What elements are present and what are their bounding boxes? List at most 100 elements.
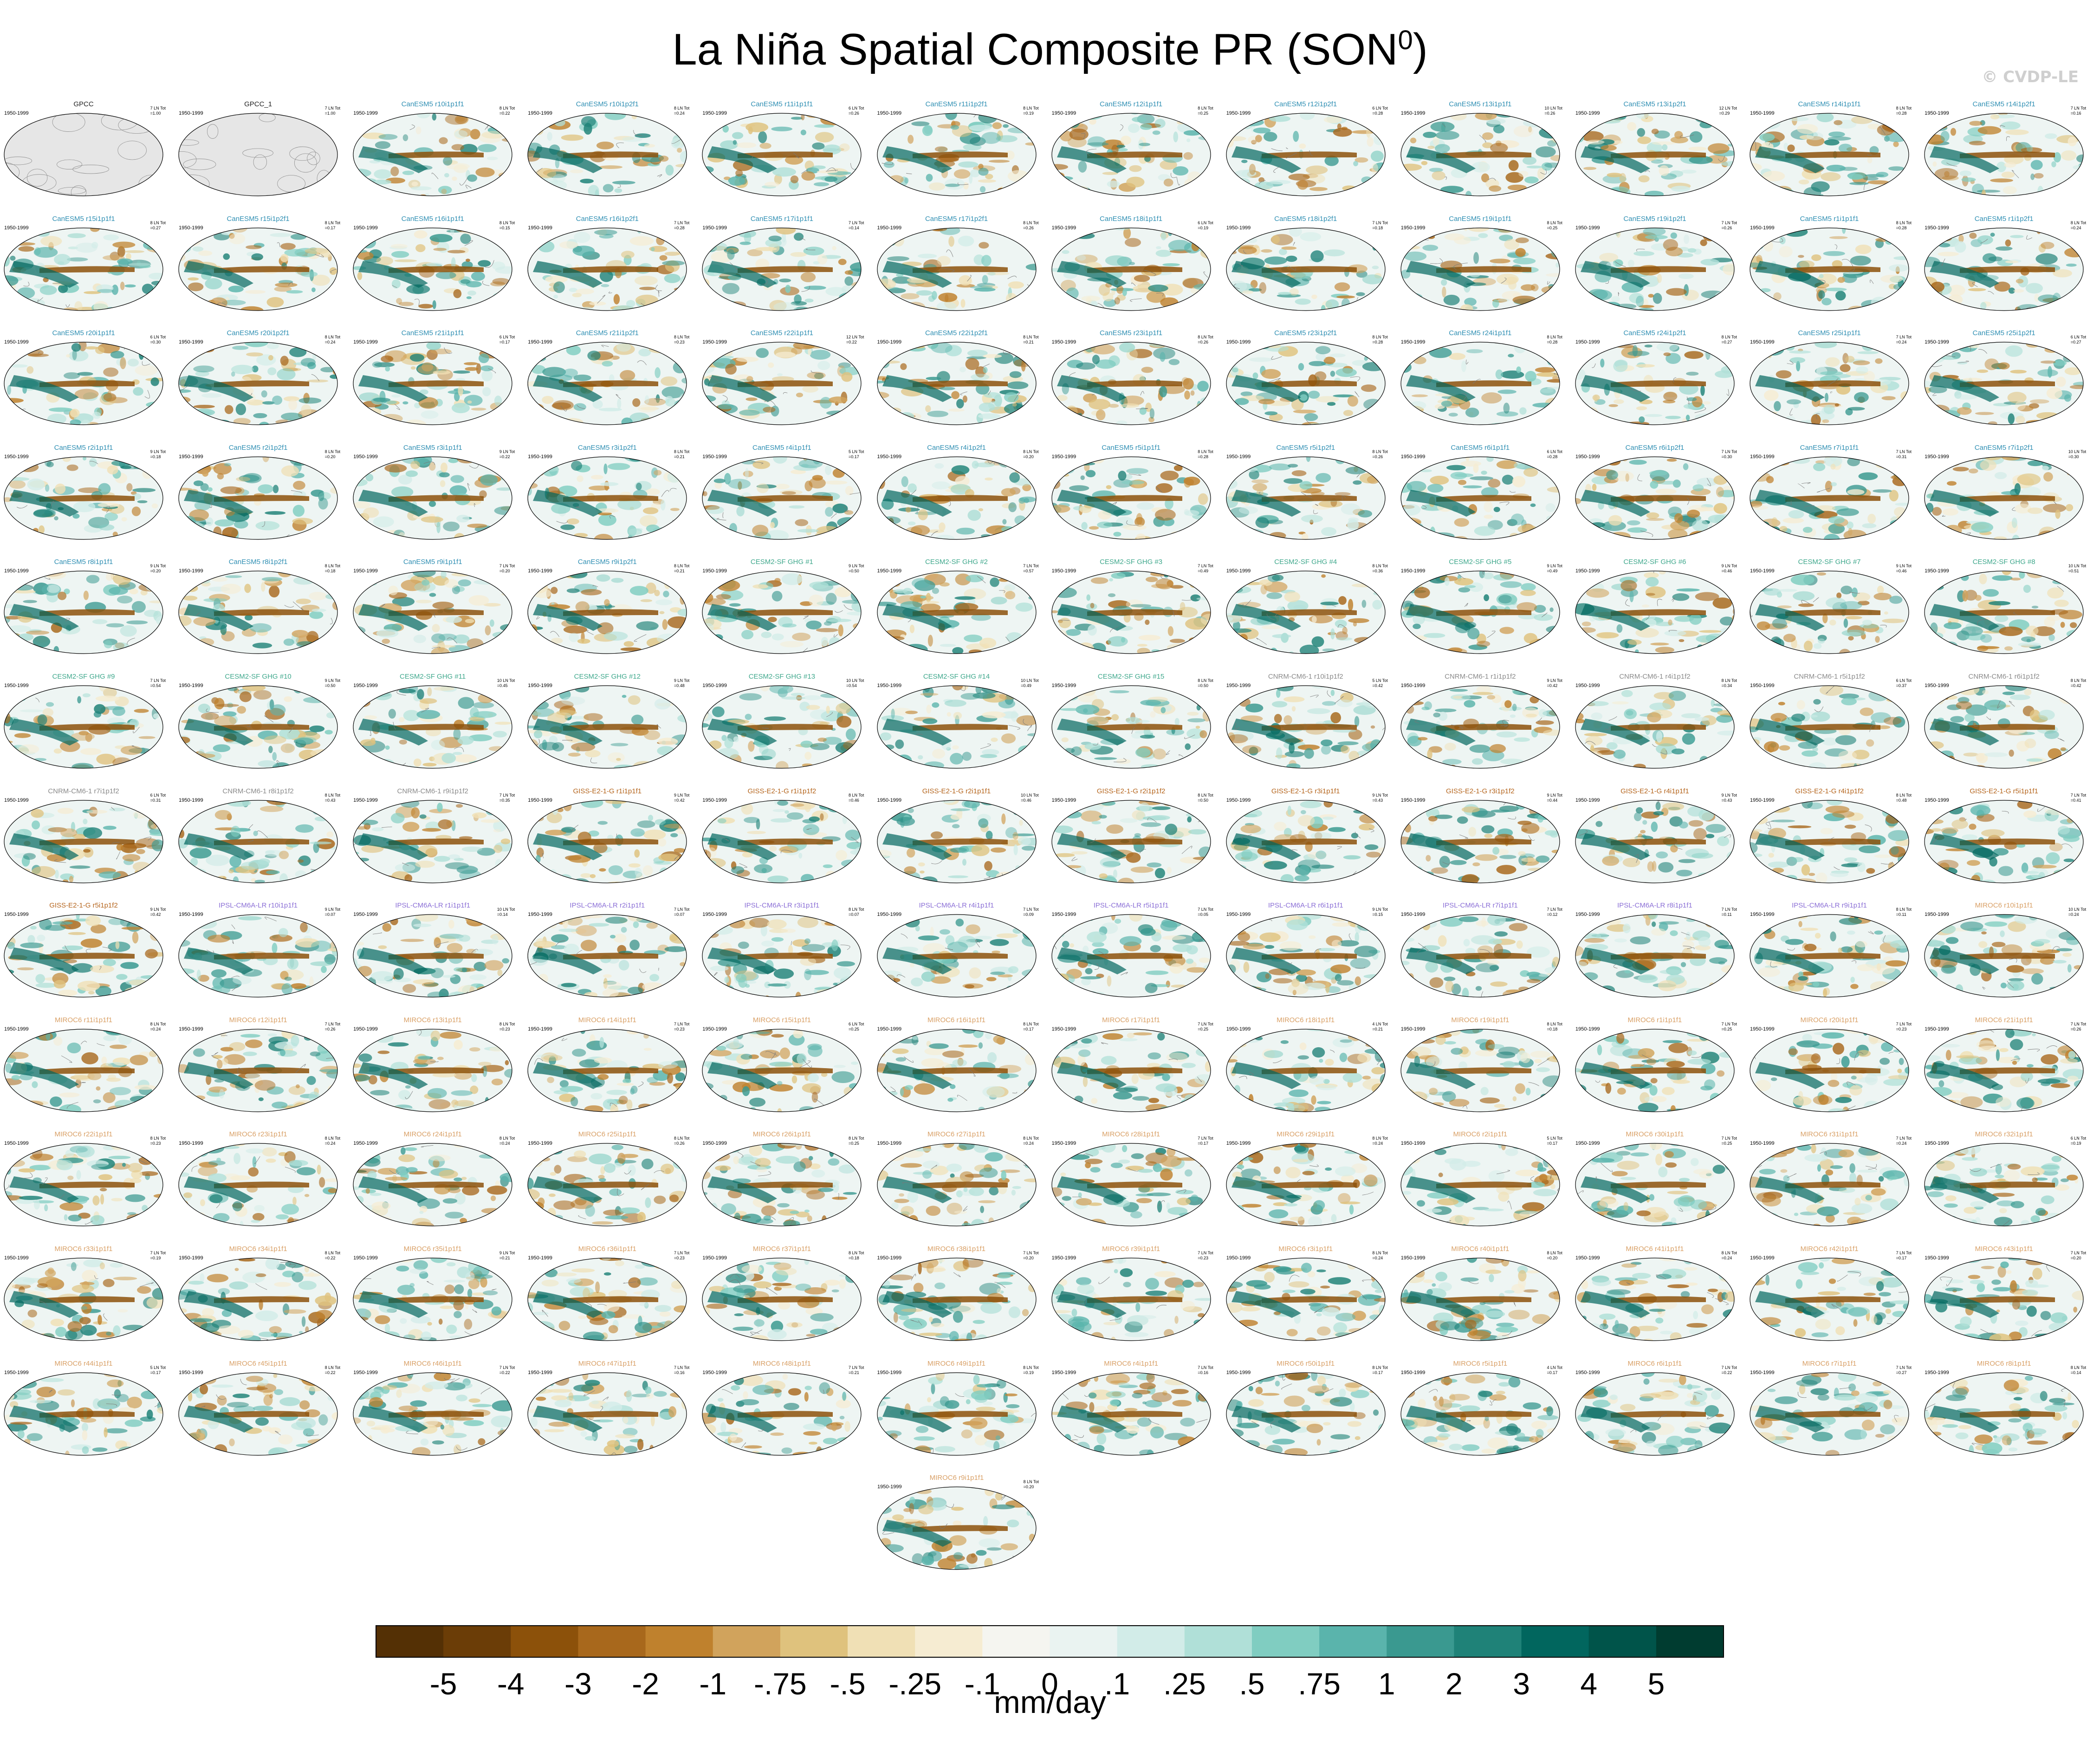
map-panel: CanESM5 r2i1p2f1 1950-1999 8 LN Tot =0.20: [178, 444, 340, 542]
panel-period: 1950-1999: [1400, 912, 1426, 918]
composite-map: [353, 914, 512, 998]
panel-period: 1950-1999: [179, 683, 203, 688]
panel-stat: 9 LN Tot =0.18: [150, 449, 166, 459]
panel-stat: 8 LN Tot =0.24: [150, 1021, 166, 1031]
panel-period: 1950-1999: [1925, 225, 1949, 231]
panel-period: 1950-1999: [702, 1026, 727, 1032]
panel-stat: 7 LN Tot =0.24: [1896, 1136, 1912, 1146]
composite-map: [1750, 799, 1909, 883]
panel-stat: 8 LN Tot =0.50: [1198, 792, 1213, 803]
panel-period: 1950-1999: [1575, 1026, 1600, 1032]
panel-stat: 8 LN Tot =0.18: [1547, 1021, 1562, 1031]
map-panel: IPSL-CM6A-LR r5i1p1f1 1950-1999 7 LN Tot =…: [1051, 901, 1213, 1000]
panel-stat: 8 LN Tot =0.24: [324, 335, 341, 345]
panel-title: CESM2-SF GHG #8: [1972, 558, 2035, 566]
panel-stat: 6 LN Tot =0.27: [2070, 335, 2087, 345]
panel-title: GISS-E2-1-G r1i1p1f1: [573, 787, 642, 795]
map-panel: MIROC6 r22i1p1f1 1950-1999 8 LN Tot =0.23: [3, 1130, 166, 1229]
panel-stat: 9 LN Tot =0.21: [499, 1251, 515, 1260]
panel-stat: 8 LN Tot =0.17: [1372, 1365, 1388, 1375]
panel-stat: 5 LN Tot =0.17: [1547, 1136, 1562, 1146]
colorbar-swatch: [780, 1626, 848, 1657]
panel-stat: 10 LN Tot =0.26: [1544, 106, 1562, 116]
panel-stat: 9 LN Tot =0.50: [849, 564, 864, 574]
panel-title: CanESM5 r14i1p2f1: [1972, 100, 2035, 108]
map-panel: CNRM-CM6-1 r9i1p1f2 1950-1999 7 LN Tot =0.…: [352, 787, 515, 886]
map-panel: CanESM5 r22i1p1f1 1950-1999 12 LN Tot =0.2…: [701, 329, 864, 428]
map-panel: GISS-E2-1-G r2i1p1f1 1950-1999 10 LN Tot =…: [876, 787, 1039, 886]
panel-stat: 7 LN Tot =0.26: [1721, 220, 1737, 230]
panel-title: CanESM5 r3i1p1f1: [403, 443, 462, 452]
panel-stat: 9 LN Tot =0.42: [674, 792, 690, 803]
map-panel: MIROC6 r43i1p1f1 1950-1999 7 LN Tot =0.20: [1924, 1245, 2086, 1343]
panel-title: CNRM-CM6-1 r9i1p1f2: [397, 787, 468, 795]
panel-stat: 9 LN Tot =0.22: [499, 449, 515, 459]
composite-map: [1400, 685, 1560, 769]
map-panel: IPSL-CM6A-LR r8i1p1f1 1950-1999 7 LN Tot =…: [1575, 901, 1737, 1000]
panel-period: 1950-1999: [353, 912, 378, 918]
map-panel: MIROC6 r13i1p1f1 1950-1999 8 LN Tot =0.23: [352, 1016, 515, 1115]
map-panel: CESM2-SF GHG #4 1950-1999 8 LN Tot =0.36: [1225, 558, 1388, 656]
panel-stat: 8 LN Tot =0.24: [2070, 220, 2087, 230]
composite-map: [527, 456, 687, 540]
panel-period: 1950-1999: [702, 683, 727, 688]
map-panel: MIROC6 r42i1p1f1 1950-1999 7 LN Tot =0.17: [1749, 1245, 1912, 1343]
panel-title: CNRM-CM6-1 r6i1p1f2: [1968, 673, 2040, 681]
map-panel: CanESM5 r10i1p1f1 1950-1999 8 LN Tot =0.22: [352, 100, 515, 199]
composite-map: [353, 113, 512, 196]
panel-period: 1950-1999: [1575, 1369, 1600, 1375]
panel-period: 1950-1999: [353, 568, 378, 574]
map-panel: MIROC6 r17i1p1f1 1950-1999 7 LN Tot =0.25: [1051, 1016, 1213, 1115]
map-panel: CanESM5 r9i1p1f1 1950-1999 7 LN Tot =0.20: [352, 558, 515, 656]
panel-title: CESM2-SF GHG #12: [574, 673, 641, 681]
panel-stat: 7 LN Tot =0.20: [1023, 1251, 1039, 1260]
composite-map: [1924, 685, 2084, 769]
map-panel: CanESM5 r10i1p2f1 1950-1999 8 LN Tot =0.24: [527, 100, 689, 199]
map-panel: MIROC6 r35i1p1f1 1950-1999 9 LN Tot =0.21: [352, 1245, 515, 1343]
composite-map: [1575, 113, 1735, 196]
panel-stat: 8 LN Tot =0.23: [674, 335, 690, 345]
panel-stat: 10 LN Tot =0.51: [2068, 564, 2087, 574]
panel-stat: 8 LN Tot =0.22: [499, 106, 515, 116]
panel-stat: 7 LN Tot =0.57: [1023, 564, 1039, 574]
panel-period: 1950-1999: [353, 797, 378, 803]
map-panel: MIROC6 r5i1p1f1 1950-1999 4 LN Tot =0.17: [1400, 1360, 1562, 1458]
map-panel: CanESM5 r14i1p1f1 1950-1999 8 LN Tot =0.28: [1749, 100, 1912, 199]
panel-stat: 8 LN Tot =0.34: [1721, 678, 1737, 688]
composite-map: [1400, 1029, 1560, 1112]
map-panel: CanESM5 r20i1p2f1 1950-1999 8 LN Tot =0.24: [178, 329, 341, 428]
map-panel: MIROC6 r47i1p1f1 1950-1999 7 LN Tot =0.16: [527, 1360, 689, 1458]
panel-stat: 7 LN Tot =0.11: [1721, 907, 1737, 917]
panel-period: 1950-1999: [1575, 568, 1600, 574]
colorbar-swatch: [1184, 1626, 1252, 1657]
panel-period: 1950-1999: [1226, 1026, 1251, 1032]
composite-map: [178, 1143, 338, 1226]
map-panel: CanESM5 r23i1p2f1 1950-1999 8 LN Tot =0.28: [1225, 329, 1388, 428]
panel-period: 1950-1999: [1750, 339, 1775, 345]
map-panel: MIROC6 r20i1p1f1 1950-1999 7 LN Tot =0.23: [1749, 1016, 1912, 1115]
map-panel: CanESM5 r11i1p2f1 1950-1999 8 LN Tot =0.19: [876, 100, 1039, 199]
composite-map: [1750, 1143, 1909, 1226]
colorbar-swatch: [1050, 1626, 1118, 1657]
panel-period: 1950-1999: [179, 1369, 203, 1375]
panel-period: 1950-1999: [528, 1255, 552, 1261]
map-panel: CNRM-CM6-1 r8i1p1f2 1950-1999 8 LN Tot =0.…: [178, 787, 340, 886]
map-panel: MIROC6 r28i1p1f1 1950-1999 7 LN Tot =0.17: [1051, 1130, 1213, 1229]
composite-map: [1750, 227, 1909, 311]
panel-period: 1950-1999: [179, 1026, 203, 1032]
map-panel: CESM2-SF GHG #14 1950-1999 10 LN Tot =0.49: [876, 673, 1039, 771]
colorbar-swatch: [1387, 1626, 1454, 1657]
panel-title: MIROC6 r7i1p1f1: [1802, 1359, 1857, 1368]
composite-map: [1750, 914, 1909, 998]
panel-stat: 8 LN Tot =0.18: [849, 1251, 864, 1260]
map-panel: MIROC6 r15i1p1f1 1950-1999 6 LN Tot =0.25: [701, 1016, 864, 1115]
panel-stat: 8 LN Tot =0.24: [324, 1136, 341, 1146]
panel-title: CESM2-SF GHG #2: [925, 558, 988, 566]
composite-map: [1051, 1143, 1211, 1226]
composite-map: [1924, 113, 2084, 196]
panel-title: MIROC6 r23i1p1f1: [229, 1130, 287, 1139]
panel-title: MIROC6 r13i1p1f1: [403, 1016, 462, 1024]
panel-title: MIROC6 r46i1p1f1: [403, 1359, 462, 1368]
composite-map: [1575, 914, 1735, 998]
composite-map: [1924, 1029, 2084, 1112]
